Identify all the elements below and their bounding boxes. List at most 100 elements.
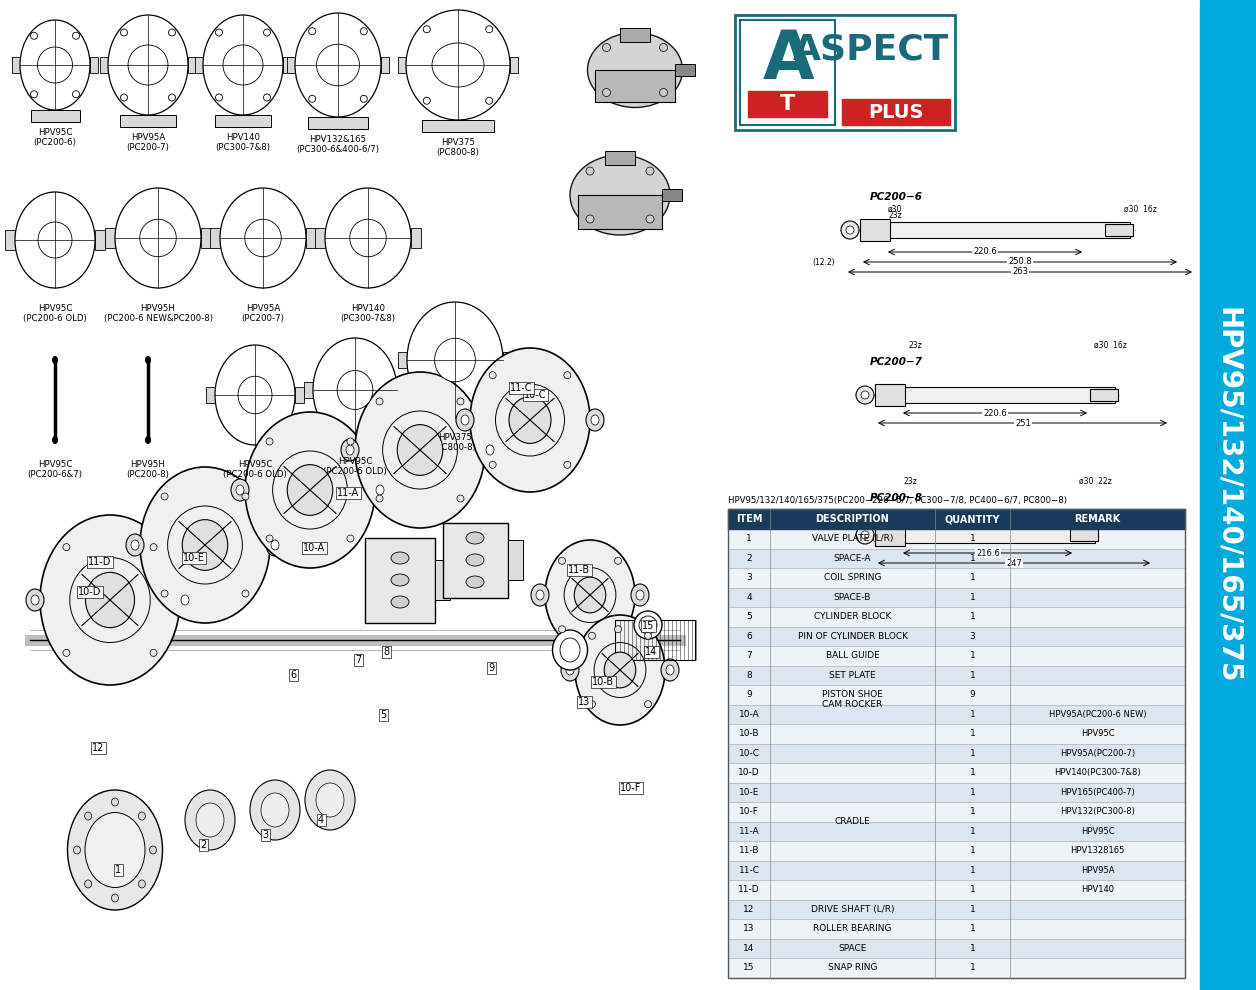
Text: 14: 14 bbox=[646, 647, 657, 657]
Bar bbox=[901, 527, 1095, 543]
Ellipse shape bbox=[85, 813, 144, 887]
Bar bbox=[1090, 389, 1118, 401]
Bar bbox=[662, 189, 682, 201]
Ellipse shape bbox=[149, 544, 157, 550]
Text: HPV95C
(PC200-6&7): HPV95C (PC200-6&7) bbox=[28, 460, 83, 479]
Bar bbox=[365, 538, 435, 623]
Bar bbox=[885, 222, 1130, 238]
Bar bbox=[728, 880, 1184, 900]
Ellipse shape bbox=[337, 370, 373, 410]
Ellipse shape bbox=[604, 652, 636, 688]
Bar bbox=[398, 57, 406, 73]
Bar bbox=[30, 110, 79, 122]
Text: DRIVE SHAFT (L/R): DRIVE SHAFT (L/R) bbox=[811, 905, 894, 914]
Text: 1: 1 bbox=[970, 710, 976, 719]
Text: 1: 1 bbox=[970, 612, 976, 622]
Text: (12.2): (12.2) bbox=[813, 257, 835, 266]
Ellipse shape bbox=[309, 95, 315, 102]
Ellipse shape bbox=[182, 520, 227, 570]
Text: HPV95A(PC200-7): HPV95A(PC200-7) bbox=[1060, 748, 1135, 757]
Ellipse shape bbox=[466, 576, 484, 588]
Bar bbox=[605, 150, 636, 164]
Text: 12: 12 bbox=[92, 743, 104, 753]
Ellipse shape bbox=[126, 534, 144, 556]
Text: 7: 7 bbox=[746, 651, 752, 660]
Bar bbox=[306, 228, 317, 248]
Text: 2: 2 bbox=[746, 553, 752, 562]
Ellipse shape bbox=[51, 356, 58, 364]
Text: 23z: 23z bbox=[888, 211, 902, 220]
Text: SPACE: SPACE bbox=[838, 943, 867, 952]
Ellipse shape bbox=[30, 91, 38, 98]
Ellipse shape bbox=[181, 595, 188, 605]
Text: HPV375
(PC800-8): HPV375 (PC800-8) bbox=[437, 138, 480, 157]
Bar bbox=[295, 387, 304, 403]
Bar bbox=[188, 57, 196, 73]
Text: HPV95C: HPV95C bbox=[1080, 730, 1114, 739]
Ellipse shape bbox=[631, 584, 649, 606]
Bar bbox=[398, 352, 407, 368]
Text: HPV95A
(PC200-7): HPV95A (PC200-7) bbox=[241, 304, 284, 324]
Ellipse shape bbox=[266, 534, 284, 556]
Text: PC200−7: PC200−7 bbox=[870, 357, 923, 367]
Ellipse shape bbox=[588, 33, 682, 108]
Ellipse shape bbox=[559, 626, 565, 633]
Text: HPV140: HPV140 bbox=[1081, 885, 1114, 894]
Ellipse shape bbox=[224, 45, 263, 85]
Bar bbox=[728, 958, 1184, 977]
Text: VALVE PLATE (L/R): VALVE PLATE (L/R) bbox=[811, 535, 893, 544]
Bar bbox=[728, 607, 1184, 627]
Ellipse shape bbox=[216, 94, 222, 101]
Text: HPV95A(PC200-6 NEW): HPV95A(PC200-6 NEW) bbox=[1049, 710, 1147, 719]
Ellipse shape bbox=[486, 445, 494, 455]
Bar bbox=[615, 620, 695, 660]
Ellipse shape bbox=[84, 812, 92, 820]
Bar bbox=[728, 782, 1184, 802]
Text: 10-D: 10-D bbox=[78, 587, 102, 597]
Ellipse shape bbox=[295, 13, 381, 117]
Ellipse shape bbox=[391, 596, 409, 608]
Bar bbox=[195, 57, 203, 73]
Bar bbox=[510, 57, 517, 73]
Text: ø30  16z: ø30 16z bbox=[1124, 205, 1157, 214]
Text: 1: 1 bbox=[970, 535, 976, 544]
Text: ø30  16z: ø30 16z bbox=[1094, 341, 1127, 350]
Text: 1: 1 bbox=[970, 865, 976, 875]
Bar bbox=[206, 387, 215, 403]
Bar bbox=[121, 115, 176, 127]
Bar bbox=[578, 195, 662, 229]
Ellipse shape bbox=[564, 371, 570, 379]
Ellipse shape bbox=[264, 94, 270, 101]
Bar bbox=[728, 646, 1184, 665]
Ellipse shape bbox=[575, 615, 664, 725]
Text: 1: 1 bbox=[970, 827, 976, 836]
Text: 251: 251 bbox=[1015, 419, 1031, 428]
Ellipse shape bbox=[85, 572, 134, 628]
Ellipse shape bbox=[139, 219, 176, 256]
Ellipse shape bbox=[168, 94, 176, 101]
Ellipse shape bbox=[237, 376, 273, 414]
Ellipse shape bbox=[242, 590, 249, 597]
Text: 3: 3 bbox=[263, 830, 268, 840]
Ellipse shape bbox=[266, 535, 273, 543]
Ellipse shape bbox=[149, 846, 157, 854]
Bar bbox=[728, 763, 1184, 782]
Text: 220.6: 220.6 bbox=[973, 248, 997, 256]
Text: 1: 1 bbox=[746, 535, 752, 544]
Text: 7: 7 bbox=[355, 655, 362, 665]
Text: 11-A: 11-A bbox=[739, 827, 760, 836]
Ellipse shape bbox=[317, 45, 359, 86]
Text: 9: 9 bbox=[489, 663, 494, 673]
Text: 1: 1 bbox=[970, 573, 976, 582]
Bar bbox=[728, 529, 1184, 548]
Text: 1: 1 bbox=[970, 885, 976, 894]
Ellipse shape bbox=[432, 43, 484, 87]
Ellipse shape bbox=[603, 44, 610, 51]
Text: 13: 13 bbox=[744, 925, 755, 934]
Ellipse shape bbox=[847, 226, 854, 234]
Bar bbox=[875, 524, 906, 546]
Ellipse shape bbox=[587, 167, 594, 175]
Ellipse shape bbox=[360, 28, 367, 35]
Text: 4: 4 bbox=[746, 593, 752, 602]
Ellipse shape bbox=[371, 479, 389, 501]
